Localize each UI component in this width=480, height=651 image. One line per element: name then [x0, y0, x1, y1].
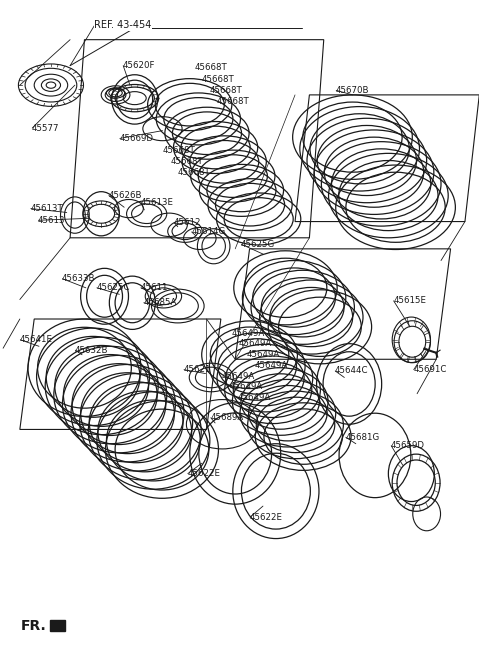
Text: 45685A: 45685A: [144, 298, 177, 307]
Text: 45641E: 45641E: [20, 335, 53, 344]
Text: 45691C: 45691C: [413, 365, 446, 374]
Text: 45613T: 45613T: [30, 204, 63, 213]
Text: 45621: 45621: [183, 365, 211, 374]
Text: 45622E: 45622E: [250, 512, 283, 521]
Text: 45622E: 45622E: [187, 469, 220, 478]
Text: 45612: 45612: [174, 218, 202, 227]
Text: 45625G: 45625G: [241, 240, 275, 249]
Text: 45644C: 45644C: [335, 367, 368, 376]
Text: 45626B: 45626B: [108, 191, 142, 200]
Text: 45668T: 45668T: [170, 157, 203, 165]
Text: 45668T: 45668T: [209, 86, 242, 95]
Text: 45625C: 45625C: [96, 283, 130, 292]
Text: 45615E: 45615E: [393, 296, 426, 305]
Text: 45649A: 45649A: [229, 382, 263, 391]
Text: 45681G: 45681G: [345, 433, 380, 442]
Text: 45649A: 45649A: [239, 339, 272, 348]
Text: REF. 43-454: REF. 43-454: [94, 20, 151, 31]
Text: 45649A: 45649A: [237, 393, 270, 402]
Text: 45649A: 45649A: [254, 361, 288, 370]
Text: 45669D: 45669D: [120, 134, 154, 143]
Text: 45668T: 45668T: [178, 168, 211, 176]
Text: 45689A: 45689A: [210, 413, 243, 422]
Text: 45632B: 45632B: [75, 346, 108, 355]
Text: 45649A: 45649A: [231, 329, 264, 338]
Text: 45577: 45577: [32, 124, 60, 133]
Text: 45613: 45613: [38, 215, 66, 225]
Text: 45611: 45611: [141, 283, 168, 292]
Text: FR.: FR.: [21, 618, 47, 633]
Text: 45670B: 45670B: [336, 86, 369, 95]
Text: 45613E: 45613E: [141, 197, 173, 206]
Text: 45668T: 45668T: [217, 97, 250, 106]
Bar: [50, 620, 65, 631]
Text: 45649A: 45649A: [222, 372, 255, 381]
Text: 45633B: 45633B: [62, 274, 96, 283]
Text: 45614G: 45614G: [191, 227, 226, 236]
Text: 45668T: 45668T: [194, 63, 228, 72]
Text: 45659D: 45659D: [391, 441, 425, 450]
Text: 45620F: 45620F: [123, 61, 155, 70]
Text: 45668T: 45668T: [202, 75, 234, 84]
Text: 45649A: 45649A: [247, 350, 280, 359]
Text: 45668T: 45668T: [162, 146, 195, 154]
